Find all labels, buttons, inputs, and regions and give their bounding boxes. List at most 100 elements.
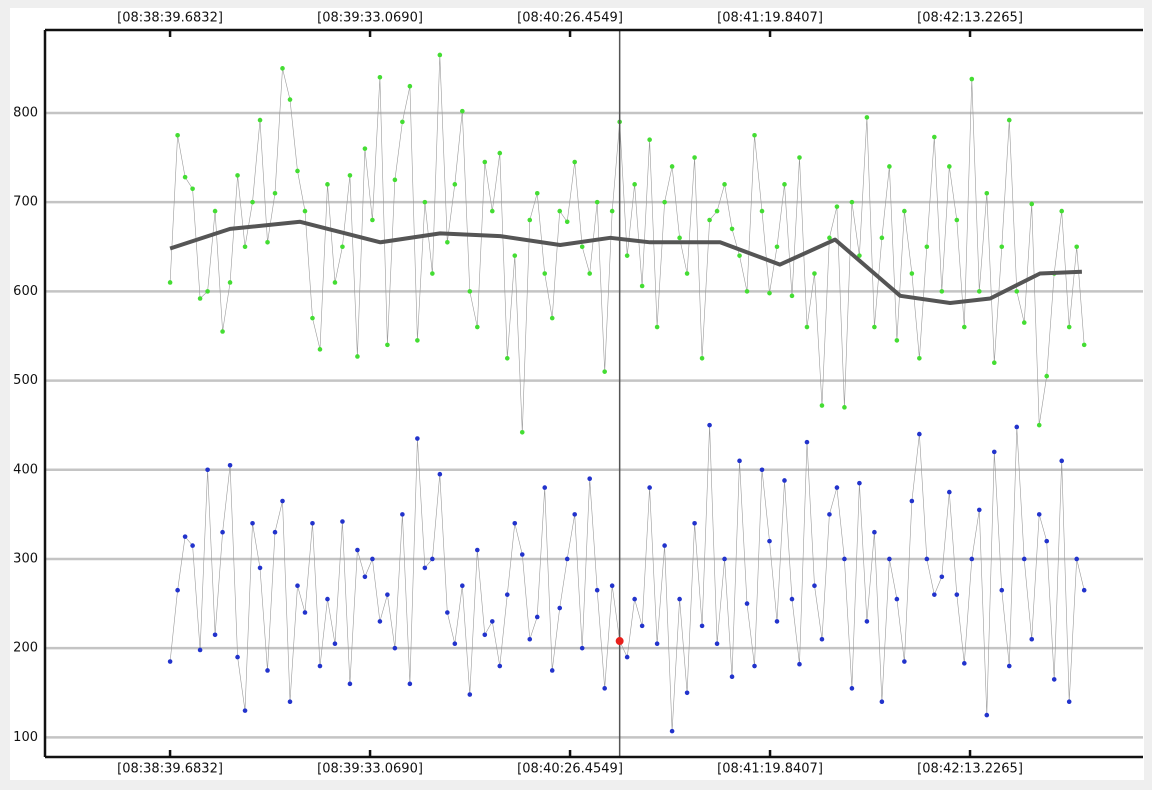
data-point: [272, 529, 278, 535]
x-tick-label-bottom: [08:42:13.2265]: [917, 762, 1023, 777]
data-point: [812, 271, 817, 276]
data-point: [579, 645, 585, 651]
data-point: [872, 324, 877, 330]
data-point: [1044, 538, 1050, 544]
x-tick-label-bottom: [08:39:33.0690]: [317, 762, 423, 777]
data-point: [407, 83, 413, 89]
data-point: [699, 355, 705, 361]
data-point: [939, 574, 945, 580]
data-point: [677, 596, 682, 602]
x-tick-label-top: [08:39:33.0690]: [317, 11, 423, 26]
data-point: [999, 587, 1005, 593]
data-point: [362, 146, 368, 151]
data-point: [759, 467, 765, 473]
data-point: [527, 217, 533, 223]
data-point: [355, 354, 360, 359]
data-point: [759, 208, 765, 214]
data-point: [887, 164, 892, 169]
data-point: [804, 439, 810, 445]
data-point: [220, 329, 225, 334]
x-tick-label-bottom: [08:40:26.4549]: [517, 762, 623, 777]
data-point: [602, 369, 607, 374]
data-point: [744, 601, 750, 606]
data-point: [549, 668, 555, 673]
data-point: [415, 338, 420, 343]
y-tick-label: 300: [13, 551, 38, 566]
data-point: [902, 659, 907, 664]
data-point: [842, 405, 847, 410]
data-point: [272, 190, 278, 196]
data-point: [467, 692, 473, 697]
data-point: [257, 565, 263, 571]
data-point: [347, 681, 353, 687]
data-point: [789, 293, 795, 299]
x-tick-label-top: [08:40:26.4549]: [517, 11, 623, 26]
data-point: [460, 108, 465, 114]
data-point: [475, 547, 480, 553]
data-point: [512, 253, 518, 258]
data-point: [677, 235, 682, 241]
data-point: [834, 485, 840, 490]
data-point: [1036, 422, 1042, 428]
data-point: [377, 619, 383, 624]
y-tick-label: 800: [13, 105, 38, 120]
data-point: [1074, 244, 1079, 250]
data-point: [557, 208, 563, 214]
data-point: [504, 592, 510, 597]
y-tick-label: 100: [13, 730, 38, 745]
data-point: [864, 619, 870, 624]
data-point: [385, 592, 390, 597]
data-point: [662, 543, 667, 548]
data-point: [842, 556, 847, 562]
data-point: [265, 668, 270, 673]
data-point: [991, 449, 997, 455]
data-point: [594, 199, 600, 205]
data-point: [662, 199, 667, 205]
data-point: [632, 182, 637, 187]
data-point: [879, 699, 885, 704]
data-point: [767, 538, 772, 544]
data-point: [954, 217, 960, 223]
data-point: [984, 190, 990, 196]
data-point: [624, 654, 630, 660]
data-point: [504, 355, 510, 361]
data-point: [827, 235, 832, 241]
data-point: [1029, 636, 1035, 642]
data-point: [347, 173, 353, 178]
data-point: [587, 271, 592, 276]
data-point: [512, 520, 518, 526]
data-point: [497, 663, 503, 669]
y-tick-label: 700: [13, 195, 38, 210]
data-layer: [167, 30, 1087, 757]
data-point: [707, 217, 712, 223]
data-point: [1021, 320, 1027, 325]
data-point: [962, 324, 967, 330]
data-point: [182, 534, 188, 539]
data-point: [564, 219, 570, 225]
data-point: [976, 289, 982, 294]
data-point: [452, 641, 458, 647]
data-point: [909, 498, 915, 504]
data-point: [310, 520, 315, 526]
data-point: [302, 208, 308, 214]
data-point: [939, 289, 945, 294]
data-point: [572, 512, 578, 517]
data-point: [167, 659, 173, 664]
data-point: [460, 583, 465, 589]
data-point: [542, 485, 548, 490]
data-point: [1006, 663, 1012, 669]
data-point: [317, 663, 323, 669]
data-point: [564, 556, 570, 562]
data-point: [752, 663, 757, 669]
data-point: [579, 244, 585, 250]
data-point: [242, 708, 248, 713]
data-point: [587, 476, 592, 481]
data-point: [857, 480, 862, 486]
data-point: [602, 686, 607, 691]
data-point: [594, 587, 600, 593]
data-point: [340, 519, 345, 524]
y-tick-label: 200: [13, 641, 38, 656]
data-point: [684, 271, 690, 276]
data-point: [654, 324, 660, 330]
data-point: [250, 199, 255, 205]
